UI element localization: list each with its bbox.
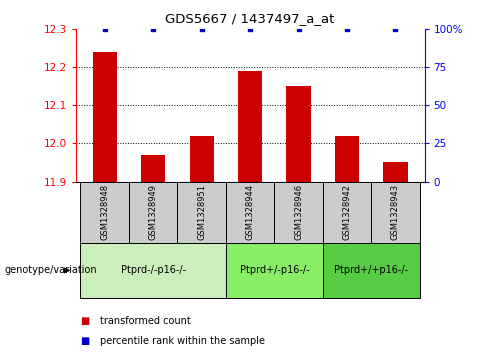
Text: percentile rank within the sample: percentile rank within the sample [100,336,265,346]
Bar [323,182,371,243]
Bar [189,136,214,182]
Bar [286,86,311,182]
Bar [274,182,323,243]
Text: ■: ■ [81,336,90,346]
Text: GSM1328948: GSM1328948 [100,184,109,240]
Text: GSM1328944: GSM1328944 [245,184,255,240]
Text: GSM1328943: GSM1328943 [391,184,400,240]
Bar [81,243,226,298]
Bar [226,243,323,298]
Text: Ptprd+/-p16-/-: Ptprd+/-p16-/- [240,265,309,276]
Bar [93,52,117,182]
Text: Ptprd-/-p16-/-: Ptprd-/-p16-/- [121,265,186,276]
Bar [238,71,262,182]
Text: GSM1328949: GSM1328949 [149,184,158,240]
Bar [141,155,165,182]
Title: GDS5667 / 1437497_a_at: GDS5667 / 1437497_a_at [165,12,335,25]
Bar [81,182,129,243]
Bar [178,182,226,243]
Text: ■: ■ [81,316,90,326]
Bar [384,163,407,182]
Text: GSM1328942: GSM1328942 [343,184,351,240]
Bar [335,136,359,182]
Text: GSM1328946: GSM1328946 [294,184,303,240]
Text: Ptprd+/+p16-/-: Ptprd+/+p16-/- [334,265,408,276]
Bar [323,243,420,298]
Bar [129,182,178,243]
Bar [226,182,274,243]
Text: genotype/variation: genotype/variation [5,265,98,276]
Text: transformed count: transformed count [100,316,191,326]
Text: GSM1328951: GSM1328951 [197,184,206,240]
Bar [371,182,420,243]
